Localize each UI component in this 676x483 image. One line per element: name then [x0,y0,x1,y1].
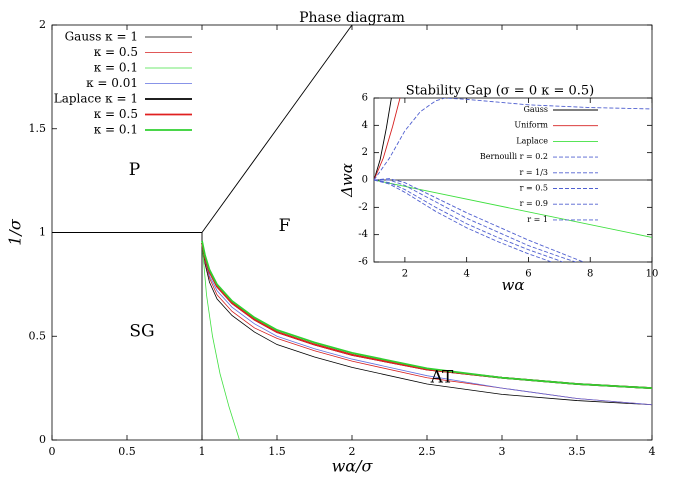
series-line [374,179,652,238]
y-axis-label: Δwα [338,163,356,198]
y-axis-label: 1/σ [6,218,25,246]
legend-label: κ = 0.01 [86,76,138,90]
chart-title: Stability Gap (σ = 0 κ = 0.5) [406,84,595,99]
legend-label: Gauss [523,105,548,114]
legend-label: Laplace [516,136,548,145]
y-tick-label: 2 [39,18,46,31]
series-line [374,98,652,181]
legend-label: κ = 0.5 [94,45,138,59]
legend-label: Gauss κ = 1 [65,30,138,44]
region-label: P [129,160,140,180]
x-tick-label: 1 [199,445,206,458]
x-tick-label: 4 [649,445,656,458]
legend-label: r = 0.5 [520,184,548,193]
y-tick-label: 1.5 [29,122,47,135]
y-tick-label: 0 [362,175,368,186]
y-tick-label: 1 [39,226,46,239]
legend-label: r = 1 [527,215,548,224]
series-line [374,179,553,262]
legend-label: r = 1/3 [520,168,549,177]
y-tick-label: -4 [358,229,368,240]
legend-label: Bernoulli r = 0.2 [480,152,548,161]
series-line [374,98,392,181]
series-line [201,242,653,406]
y-tick-label: 2 [362,147,368,158]
x-tick-label: 3 [499,445,506,458]
y-tick-label: 0.5 [29,329,47,342]
series-line [201,242,240,441]
x-tick-label: 4 [463,269,469,280]
series-line [374,178,585,262]
legend-label: κ = 0.5 [94,107,138,121]
series-line [374,179,578,262]
series-line [201,242,653,390]
plot-lines [374,98,652,262]
legend-label: Uniform [514,121,548,130]
x-tick-label: 1.5 [268,445,286,458]
legend-label: κ = 0.1 [94,123,138,137]
legend-label: κ = 0.1 [94,61,138,75]
y-tick-label: -2 [358,202,368,213]
y-tick-label: 4 [362,120,368,131]
x-axis-label: wα/σ [332,457,374,476]
series-line [374,98,401,181]
x-axis-label: wα [502,276,525,294]
region-label: AT [430,367,454,387]
x-tick-label: 2 [349,445,356,458]
series-line [201,240,653,390]
x-tick-label: 3.5 [568,445,586,458]
series-line [201,242,653,406]
y-tick-label: -6 [358,257,368,268]
x-tick-label: 0.5 [118,445,136,458]
x-tick-label: 10 [646,269,659,280]
series-line [201,242,653,390]
region-label: SG [129,322,154,342]
x-tick-label: 2 [402,269,408,280]
series-line [374,179,564,262]
region-label: F [279,216,291,236]
legend-label: r = 0.9 [520,199,548,208]
chart-title: Phase diagram [299,10,405,26]
plot-lines [52,24,653,441]
series-line [201,242,653,406]
boundary-line [201,24,353,233]
y-tick-label: 6 [362,93,368,104]
x-tick-label: 0 [49,445,56,458]
x-tick-label: 2.5 [418,445,436,458]
x-tick-label: 6 [525,269,531,280]
y-tick-label: 0 [39,433,46,446]
x-tick-label: 8 [587,269,593,280]
legend-label: Laplace κ = 1 [54,92,138,106]
